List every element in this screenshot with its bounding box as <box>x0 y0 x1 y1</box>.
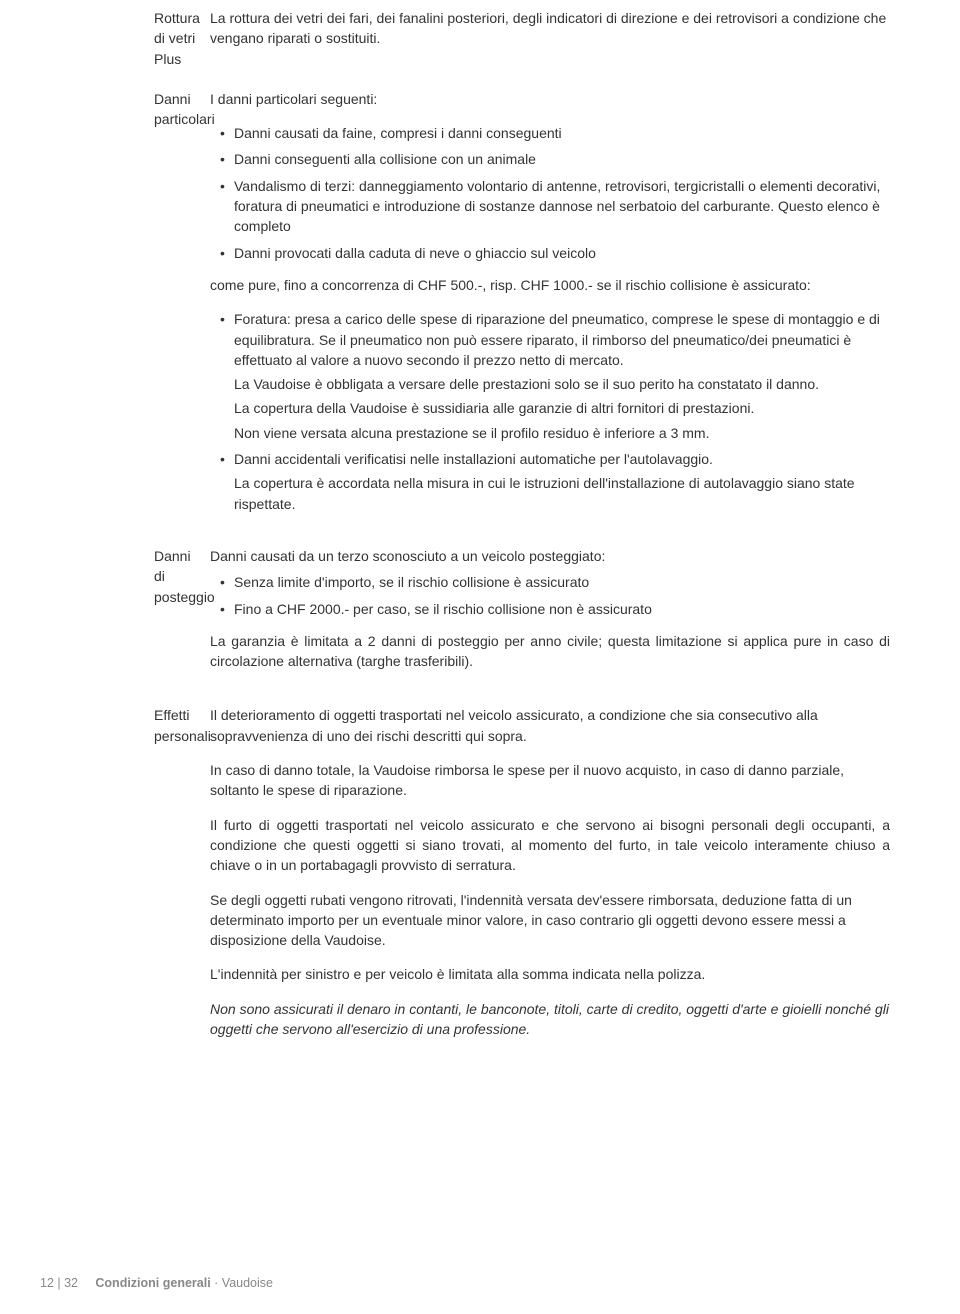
bullet-list: Foratura: presa a carico delle spese di … <box>210 309 890 514</box>
section-label: Rottura di vetri Plus <box>40 8 210 69</box>
paragraph: come pure, fino a concorrenza di CHF 500… <box>210 275 890 295</box>
section-label: Danni di posteggio <box>40 546 210 685</box>
section-effetti: Effetti personali Il deterioramento di o… <box>40 705 890 1053</box>
section-content: Il deterioramento di oggetti trasportati… <box>210 705 890 1053</box>
page-number: 12 | 32 <box>40 1276 78 1290</box>
list-item: Fino a CHF 2000.- per caso, se il rischi… <box>224 599 890 619</box>
page-footer: 12 | 32 Condizioni generali · Vaudoise <box>40 1274 273 1292</box>
list-item-sub: Non viene versata alcuna prestazione se … <box>234 423 890 443</box>
list-item-sub: La Vaudoise è obbligata a versare delle … <box>234 374 890 394</box>
list-item: Vandalismo di terzi: danneggiamento volo… <box>224 176 890 237</box>
section-content: La rottura dei vetri dei fari, dei fanal… <box>210 8 890 69</box>
list-item-main: Danni accidentali verificatisi nelle ins… <box>234 451 713 467</box>
list-item-sub: La copertura è accordata nella misura in… <box>234 473 890 514</box>
list-item-main: Foratura: presa a carico delle spese di … <box>234 311 880 368</box>
list-item-sub: La copertura della Vaudoise è sussidiari… <box>234 398 890 418</box>
footer-title: Condizioni generali <box>95 1276 210 1290</box>
bullet-list: Danni causati da faine, compresi i danni… <box>210 123 890 263</box>
paragraph-intro: Danni causati da un terzo sconosciuto a … <box>210 546 890 566</box>
paragraph: Il deterioramento di oggetti trasportati… <box>210 705 890 746</box>
list-item: Danni provocati dalla caduta di neve o g… <box>224 243 890 263</box>
section-danni-particolari: Danni particolari I danni particolari se… <box>40 89 890 526</box>
list-item: Senza limite d'importo, se il rischio co… <box>224 572 890 592</box>
list-item: Danni accidentali verificatisi nelle ins… <box>224 449 890 514</box>
section-content: Danni causati da un terzo sconosciuto a … <box>210 546 890 685</box>
section-content: I danni particolari seguenti: Danni caus… <box>210 89 890 526</box>
bullet-list: Senza limite d'importo, se il rischio co… <box>210 572 890 619</box>
list-item: Danni conseguenti alla collisione con un… <box>224 149 890 169</box>
section-rottura: Rottura di vetri Plus La rottura dei vet… <box>40 8 890 69</box>
list-item: Danni causati da faine, compresi i danni… <box>224 123 890 143</box>
paragraph-italic: Non sono assicurati il denaro in contant… <box>210 999 890 1040</box>
paragraph: In caso di danno totale, la Vaudoise rim… <box>210 760 890 801</box>
paragraph: Se degli oggetti rubati vengono ritrovat… <box>210 890 890 951</box>
footer-sep: · <box>211 1276 222 1290</box>
section-label: Danni particolari <box>40 89 210 526</box>
document-page: Rottura di vetri Plus La rottura dei vet… <box>0 0 960 1053</box>
list-item: Foratura: presa a carico delle spese di … <box>224 309 890 443</box>
paragraph: La garanzia è limitata a 2 danni di post… <box>210 631 890 672</box>
section-posteggio: Danni di posteggio Danni causati da un t… <box>40 546 890 685</box>
footer-brand: Vaudoise <box>222 1276 273 1290</box>
paragraph: Il furto di oggetti trasportati nel veic… <box>210 815 890 876</box>
paragraph-intro: I danni particolari seguenti: <box>210 89 890 109</box>
paragraph: L'indennità per sinistro e per veicolo è… <box>210 964 890 984</box>
paragraph: La rottura dei vetri dei fari, dei fanal… <box>210 8 890 49</box>
section-label: Effetti personali <box>40 705 210 1053</box>
